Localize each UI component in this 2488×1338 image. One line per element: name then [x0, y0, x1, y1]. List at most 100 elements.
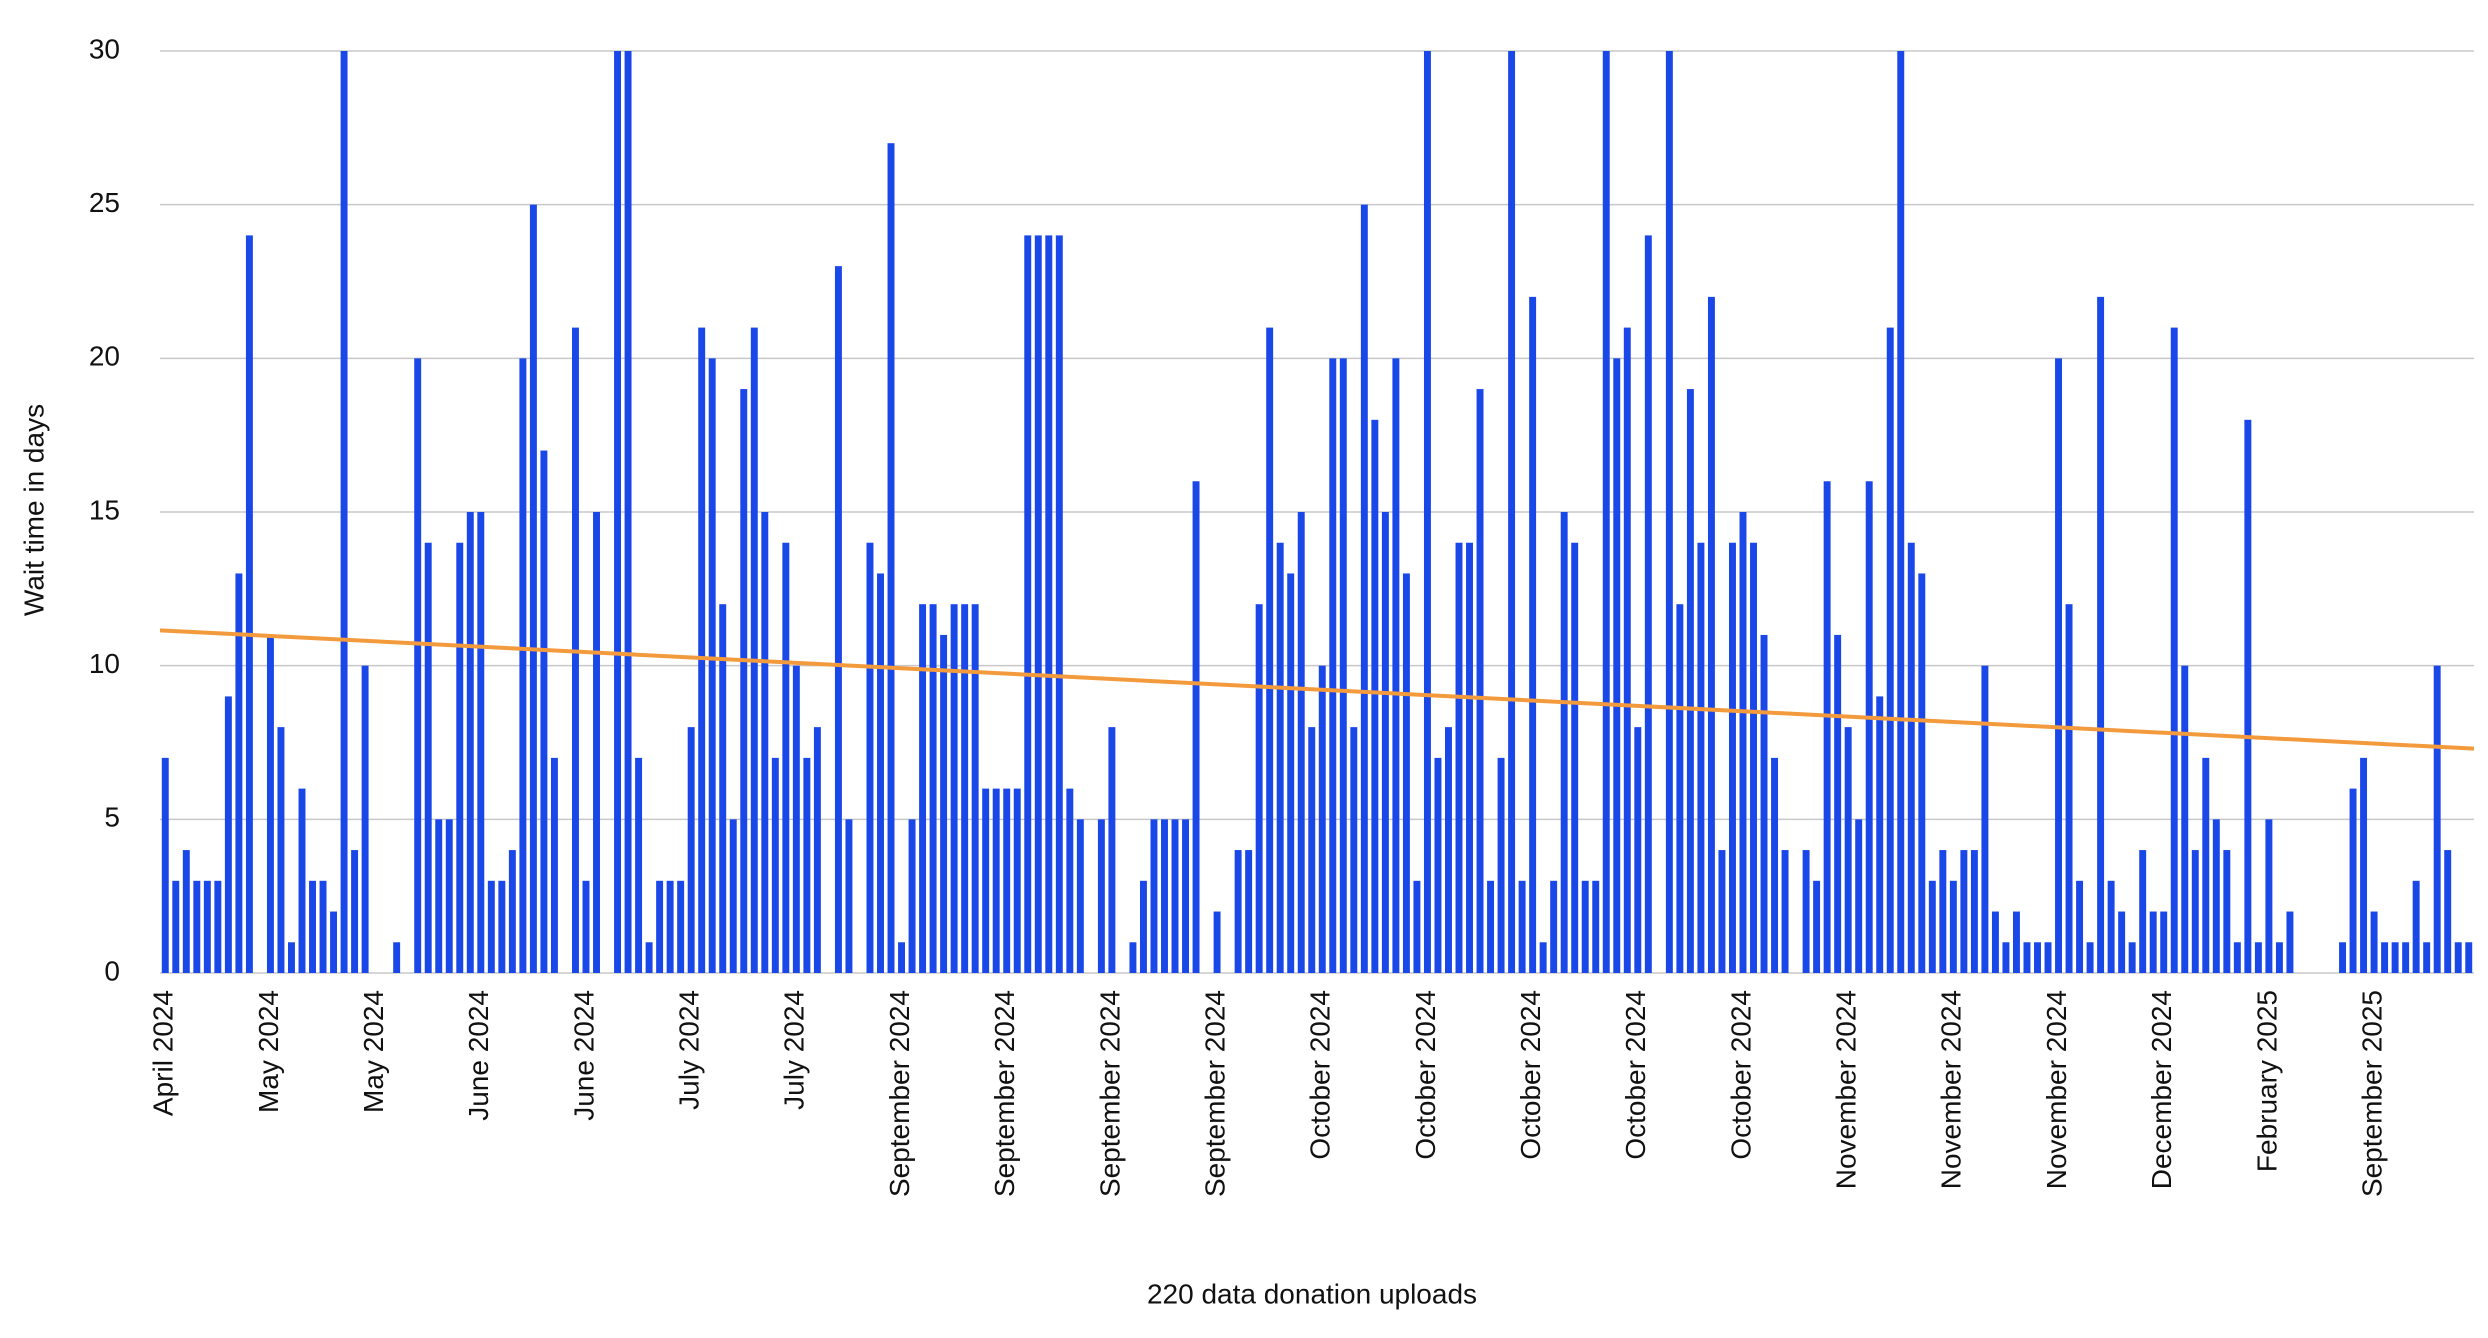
bar [624, 51, 632, 973]
x-tick-label: September 2024 [884, 990, 915, 1197]
bar [2012, 911, 2020, 973]
bar [1139, 880, 1147, 973]
bar [2423, 942, 2431, 973]
bar [2465, 942, 2473, 973]
bar [1097, 819, 1105, 973]
bar [277, 727, 285, 973]
bar [877, 573, 884, 973]
bar [940, 634, 948, 973]
bar [1991, 911, 1999, 973]
bar [1192, 481, 1200, 973]
bar [182, 850, 190, 973]
bar [687, 727, 695, 973]
bar [1487, 880, 1495, 973]
bar [635, 757, 643, 973]
x-tick-label: November 2024 [2041, 990, 2072, 1189]
bar [330, 911, 338, 973]
bar [1076, 819, 1084, 973]
bar [2391, 942, 2399, 973]
bar [729, 819, 737, 973]
bar [1802, 850, 1810, 973]
bar [1529, 296, 1537, 973]
y-tick-label: 30 [89, 33, 120, 64]
bar [1581, 880, 1589, 973]
bar [1371, 419, 1379, 973]
bar [2076, 880, 2084, 973]
x-tick-label: May 2024 [253, 990, 284, 1113]
bar [1318, 665, 1326, 973]
bar [582, 880, 590, 973]
x-tick-label: September 2025 [2356, 990, 2387, 1197]
x-tick-label: September 2024 [989, 990, 1020, 1197]
bar [2191, 850, 2199, 973]
bar [456, 542, 464, 973]
bar [1308, 727, 1316, 973]
x-tick-label: February 2025 [2251, 990, 2282, 1172]
bar [1445, 727, 1452, 973]
bar [1644, 235, 1652, 973]
bar [1897, 51, 1905, 973]
bar [1539, 942, 1547, 973]
bar [245, 235, 253, 973]
bar [2107, 880, 2115, 973]
x-tick-label: October 2024 [1620, 990, 1651, 1160]
bar [1918, 573, 1926, 973]
bar [1697, 542, 1705, 973]
bar [2086, 942, 2094, 973]
bar [1886, 327, 1894, 974]
bar [1707, 296, 1715, 973]
bar [224, 696, 232, 973]
bar [1665, 51, 1673, 973]
bar [982, 788, 990, 973]
bar [1981, 665, 1989, 973]
bar [2128, 942, 2136, 973]
bar [203, 880, 211, 973]
x-tick-label: September 2024 [1199, 990, 1230, 1197]
bar [1613, 358, 1621, 973]
bar [1266, 327, 1274, 974]
y-axis-label: Wait time in days [18, 404, 49, 616]
bar [2339, 942, 2346, 973]
bar [266, 634, 274, 973]
bar [2254, 942, 2262, 973]
bar [393, 942, 401, 973]
bar [1813, 880, 1821, 973]
bar [1865, 481, 1873, 973]
bar [1634, 727, 1642, 973]
bar [1676, 604, 1684, 973]
bar [435, 819, 443, 973]
bar [1423, 51, 1431, 973]
bar [1466, 542, 1473, 973]
bar [2444, 850, 2452, 973]
bar [340, 51, 348, 973]
x-tick-label: October 2024 [1515, 990, 1546, 1160]
bar [1339, 358, 1347, 973]
bar [908, 819, 916, 973]
bar [1718, 850, 1726, 973]
bar [288, 942, 295, 973]
bar [1970, 850, 1978, 973]
y-tick-label: 10 [89, 648, 120, 679]
bar [1213, 911, 1221, 973]
bar [1928, 880, 1936, 973]
bar [1592, 880, 1600, 973]
bar [1003, 788, 1011, 973]
bar [2055, 358, 2063, 973]
bar [614, 51, 622, 973]
bar [992, 788, 1000, 973]
bar [898, 942, 906, 973]
bar [593, 512, 600, 973]
bar [813, 727, 821, 973]
bar [740, 389, 748, 974]
bar [1150, 819, 1158, 973]
x-axis-label: 220 data donation uploads [1147, 1278, 1477, 1309]
bar [961, 604, 969, 973]
bar [1066, 788, 1074, 973]
bar [1034, 235, 1042, 973]
bar [2118, 911, 2126, 973]
bar [2433, 665, 2441, 973]
bar [1329, 358, 1337, 973]
bar [361, 665, 369, 973]
bar [540, 450, 548, 973]
x-tick-label: April 2024 [148, 990, 179, 1116]
